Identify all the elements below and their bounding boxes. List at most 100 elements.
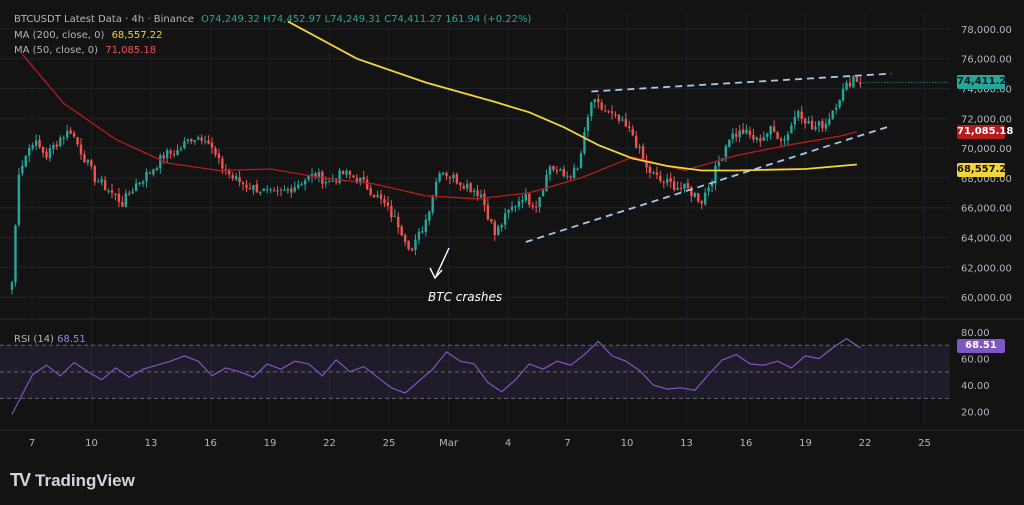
candle-body [372, 194, 376, 198]
trendline[interactable] [525, 124, 892, 243]
candle-body [728, 139, 731, 147]
candle-body [734, 133, 738, 137]
candle-body [738, 130, 741, 138]
candle-body [686, 182, 690, 189]
candle-body [162, 155, 165, 159]
candle-body [845, 82, 848, 90]
candle-body [276, 190, 279, 192]
candle-body [210, 142, 214, 148]
candle-body [807, 121, 810, 124]
candle-body [417, 231, 421, 240]
candle-body [455, 174, 459, 184]
candle-body [524, 194, 528, 201]
price-tick-label: 78,000.00 [961, 25, 1012, 36]
time-tick-label: 22 [859, 438, 872, 449]
candle-body [190, 138, 193, 142]
candle-body [666, 179, 669, 183]
candle-body [65, 130, 69, 138]
candle-body [355, 178, 359, 182]
candle-body [128, 193, 131, 195]
time-tick-label: 7 [29, 438, 35, 449]
candle-body [252, 185, 255, 191]
time-tick-label: 19 [799, 438, 812, 449]
candle-body [838, 99, 841, 108]
candle-body [786, 134, 790, 141]
candle-body [779, 138, 783, 141]
candle-body [169, 150, 172, 154]
candle-body [141, 181, 145, 184]
candle-body [10, 282, 14, 290]
candle-body [731, 133, 734, 139]
time-tick-label: 25 [383, 438, 396, 449]
symbol-legend: BTCUSDT Latest Data · 4h · Binance O74,2… [14, 14, 535, 25]
candle-body [134, 183, 138, 192]
tradingview-logo[interactable]: TV TradingView [10, 470, 135, 491]
candle-body [310, 173, 314, 177]
candle-body [714, 165, 717, 184]
ma200-label: MA (200, close, 0) [14, 30, 105, 41]
candle-body [459, 182, 462, 186]
candle-body [679, 187, 683, 189]
candle-body [86, 159, 90, 163]
last-price-tag: 74,411.27 [957, 75, 1014, 89]
candle-body [255, 184, 259, 193]
candle-body [59, 137, 62, 147]
candle-body [624, 119, 628, 127]
price-tick-label: 62,000.00 [961, 263, 1012, 274]
candle-body [159, 155, 162, 169]
candle-body [283, 189, 286, 191]
candle-body [234, 176, 238, 180]
candle-body [200, 137, 203, 141]
candle-body [497, 226, 500, 235]
candle-body [103, 180, 107, 191]
price-tick-label: 60,000.00 [961, 293, 1012, 304]
candle-body [790, 125, 793, 134]
candle-body [221, 158, 224, 169]
price-tick-label: 74,000.00 [961, 85, 1012, 96]
candle-body [562, 168, 565, 177]
candle-body [286, 189, 290, 191]
candle-body [759, 138, 762, 142]
candle-body [697, 193, 700, 202]
rsi-legend[interactable]: RSI (14) 68.51 [14, 334, 86, 345]
rsi-value: 68.51 [57, 334, 86, 345]
candle-body [748, 130, 752, 136]
candle-body [90, 160, 93, 167]
candle-body [528, 193, 531, 205]
trendline[interactable] [591, 72, 892, 93]
candle-body [34, 140, 38, 146]
candle-body [307, 175, 310, 180]
candle-body [772, 126, 776, 132]
candle-body [672, 181, 676, 191]
candle-body [834, 107, 838, 110]
candle-body [431, 196, 434, 213]
candle-body [472, 190, 476, 192]
candle-body [334, 180, 338, 183]
candle-body [93, 166, 96, 182]
candle-body [821, 120, 824, 129]
candle-body [72, 132, 76, 137]
candle-body [655, 172, 659, 175]
time-tick-label: 10 [85, 438, 98, 449]
candle-body [279, 189, 283, 191]
candle-body [690, 187, 693, 197]
candle-body [621, 119, 624, 121]
candle-body [324, 181, 328, 184]
price-tick-label: 70,000.00 [961, 144, 1012, 155]
candle-body [852, 76, 855, 88]
candle-body [593, 99, 597, 102]
candle-body [62, 137, 65, 139]
ma200-legend[interactable]: MA (200, close, 0) 68,557.22 [14, 30, 166, 41]
ma200-price-tag: 68,557.22 [957, 163, 1014, 177]
candle-body [538, 197, 541, 208]
candle-body [710, 182, 714, 187]
candle-body [193, 140, 196, 142]
candle-body [186, 139, 190, 142]
time-tick-label: Mar [439, 438, 459, 449]
candle-body [262, 188, 265, 192]
candle-body [652, 172, 655, 174]
ma50-legend[interactable]: MA (50, close, 0) 71,085.18 [14, 45, 160, 56]
candle-body [24, 156, 28, 167]
